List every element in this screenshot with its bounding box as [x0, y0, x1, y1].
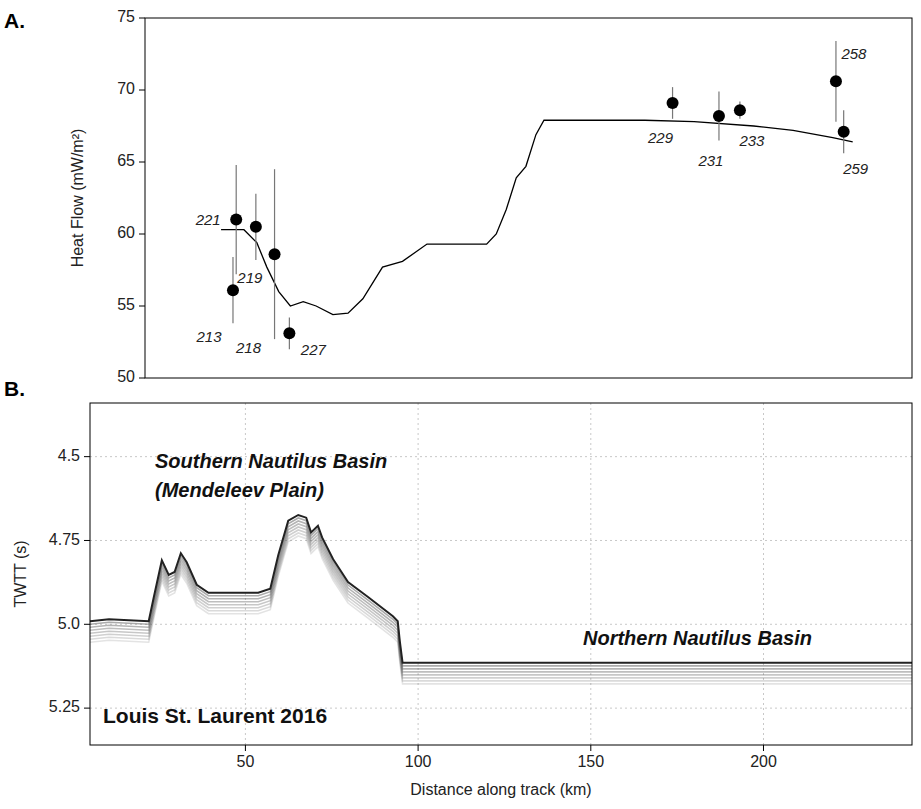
tick-label: 70 [117, 80, 135, 97]
grid-line [418, 403, 419, 745]
plot-background [90, 403, 912, 745]
tick-label: 65 [117, 152, 135, 169]
tick-mark [590, 745, 591, 751]
tick-mark [84, 624, 90, 625]
data-point [838, 126, 850, 138]
tick-mark [763, 745, 764, 751]
plot-frame [145, 18, 912, 378]
panel-label: A. [4, 9, 25, 32]
tick-mark [84, 540, 90, 541]
annotation: Northern Nautilus Basin [583, 627, 812, 649]
data-point [713, 110, 725, 122]
echo-layer [90, 533, 912, 681]
echo-layer [90, 524, 912, 672]
echo-layer [90, 536, 912, 684]
point-label: 231 [697, 152, 723, 169]
annotation: Southern Nautilus Basin [155, 450, 387, 472]
plot-area [90, 515, 912, 684]
annotation: Louis St. Laurent 2016 [103, 704, 327, 727]
point-label: 229 [647, 129, 674, 146]
tick-label: 75 [117, 8, 135, 25]
grid-line [90, 624, 912, 625]
data-point [269, 248, 281, 260]
tick-label: 4.75 [49, 531, 80, 548]
figure: 50 55 60 65 70 75 Heat Flow (mW/m²) A. 213 221 219… [0, 0, 921, 809]
model-curve [221, 120, 853, 314]
tick-mark [245, 745, 246, 751]
echo-layer [90, 527, 912, 675]
data-point [230, 214, 242, 226]
tick-mark [139, 18, 145, 19]
tick-mark [84, 456, 90, 457]
data-point [227, 284, 239, 296]
point-label: 213 [195, 328, 222, 345]
tick-mark [139, 378, 145, 379]
tick-mark [139, 90, 145, 91]
grid-line [763, 403, 764, 745]
tick-label: 100 [405, 753, 432, 770]
tick-label: 5.0 [58, 615, 80, 632]
plot-frame [90, 403, 912, 745]
data-point [667, 97, 679, 109]
axis-title: Heat Flow (mW/m²) [69, 129, 86, 268]
data-point [250, 221, 262, 233]
annotation: (Mendeleev Plain) [155, 479, 324, 501]
tick-label: 150 [577, 753, 604, 770]
tick-mark [139, 162, 145, 163]
grid-line [90, 540, 912, 541]
tick-label: 4.5 [58, 447, 80, 464]
point-label: 218 [235, 339, 262, 356]
tick-label: 60 [117, 224, 135, 241]
point-label: 227 [300, 341, 327, 358]
tick-mark [418, 745, 419, 751]
echo-layer [90, 530, 912, 678]
axis-title: Distance along track (km) [410, 781, 591, 798]
data-point [283, 327, 295, 339]
tick-label: 55 [117, 296, 135, 313]
grid-line [590, 403, 591, 745]
plot-background [145, 18, 912, 378]
tick-label: 50 [117, 368, 135, 385]
point-label: 221 [195, 211, 221, 228]
point-label: 219 [236, 269, 263, 286]
tick-label: 5.25 [49, 698, 80, 715]
point-label: 233 [738, 132, 765, 149]
data-point [734, 104, 746, 116]
tick-mark [139, 306, 145, 307]
seafloor-profile [90, 515, 912, 663]
tick-mark [139, 234, 145, 235]
echo-layer [90, 521, 912, 669]
tick-label: 50 [237, 753, 255, 770]
data-point [830, 75, 842, 87]
point-label: 259 [842, 160, 869, 177]
tick-label: 200 [750, 753, 777, 770]
plot-area [221, 41, 853, 349]
panel-label: B. [4, 377, 25, 400]
tick-mark [84, 708, 90, 709]
axis-title: TWTT (s) [12, 540, 29, 607]
point-label: 258 [840, 45, 867, 62]
